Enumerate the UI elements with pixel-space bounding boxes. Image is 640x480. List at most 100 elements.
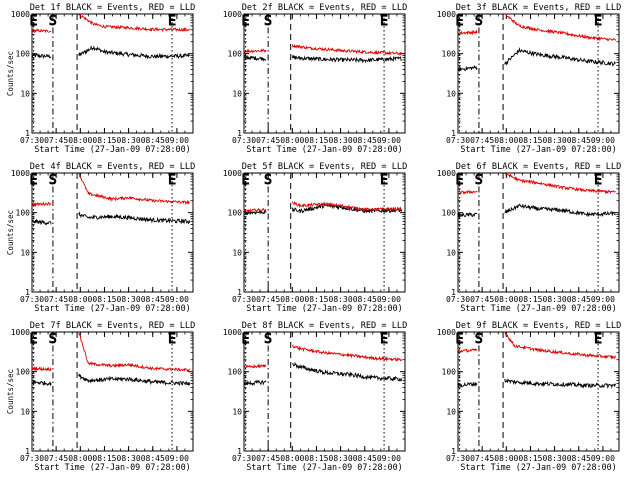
x-tick-label: 09:00 bbox=[591, 295, 615, 304]
x-tick-label: 08:00 bbox=[280, 454, 304, 463]
x-tick-label: 09:00 bbox=[377, 136, 401, 145]
marker-label-s: S bbox=[49, 173, 57, 188]
x-tick-label: 07:45 bbox=[470, 454, 494, 463]
marker-label-e: E bbox=[242, 332, 250, 347]
detector-panel: Det 9f BLACK = Events, RED = LLD 1 10 100 10… bbox=[437, 321, 622, 472]
y-tick-label: 10 bbox=[20, 248, 30, 257]
detector-panel: Det 2f BLACK = Events, RED = LLD 1 10 100 10… bbox=[223, 3, 408, 154]
lld-series-post bbox=[504, 331, 617, 360]
y-tick-label: 100 bbox=[16, 50, 31, 59]
y-tick-label: 100 bbox=[442, 50, 457, 59]
y-tick-label: 100 bbox=[228, 209, 243, 218]
x-tick-label: 09:00 bbox=[165, 136, 189, 145]
x-tick-label: 08:00 bbox=[68, 295, 92, 304]
lld-series-pre bbox=[244, 48, 267, 54]
x-tick-label: 07:30 bbox=[446, 295, 470, 304]
x-tick-label: 08:30 bbox=[329, 295, 353, 304]
marker-label-s: S bbox=[475, 173, 483, 188]
lld-series-post bbox=[291, 201, 402, 213]
events-series-pre bbox=[243, 379, 267, 387]
x-tick-label: 08:30 bbox=[329, 136, 353, 145]
panel-title: Det 3f BLACK = Events, RED = LLD bbox=[456, 3, 622, 13]
y-tick-label: 100 bbox=[16, 209, 31, 218]
lld-series-pre bbox=[457, 348, 478, 353]
marker-label-s: S bbox=[49, 14, 57, 29]
marker-label-e: E bbox=[380, 14, 388, 29]
panel-title: Det 1f BLACK = Events, RED = LLD bbox=[30, 3, 196, 13]
marker-label-e: E bbox=[242, 14, 250, 29]
x-tick-label: 07:45 bbox=[256, 454, 280, 463]
detector-panel: Det 6f BLACK = Events, RED = LLD 1 10 100 10… bbox=[437, 162, 622, 313]
events-series-post bbox=[291, 54, 402, 64]
x-tick-label: 07:30 bbox=[20, 454, 44, 463]
plot-frame bbox=[31, 13, 194, 134]
x-tick-label: 08:45 bbox=[353, 454, 377, 463]
detector-panel: Det 3f BLACK = Events, RED = LLD 1 10 100 10… bbox=[437, 3, 622, 154]
events-series-post bbox=[504, 203, 616, 218]
lld-series-post bbox=[504, 171, 616, 195]
x-tick-label: 08:30 bbox=[117, 136, 141, 145]
y-tick-label: 1000 bbox=[223, 10, 242, 19]
y-tick-label: 10 bbox=[446, 407, 456, 416]
y-tick-label: 1 bbox=[237, 447, 242, 456]
marker-label-e: E bbox=[594, 173, 602, 188]
x-tick-label: 08:00 bbox=[280, 136, 304, 145]
y-tick-label: 100 bbox=[16, 368, 31, 377]
y-tick-label: 100 bbox=[228, 368, 243, 377]
lld-series-post bbox=[78, 171, 190, 206]
plot-frame bbox=[31, 331, 194, 452]
detector-panel: Det 1f BLACK = Events, RED = LLD 1 10 100 10… bbox=[6, 3, 195, 154]
lld-series-pre bbox=[31, 28, 52, 34]
x-tick-label: 07:45 bbox=[470, 295, 494, 304]
x-tick-label: 08:30 bbox=[543, 136, 567, 145]
lld-series-pre bbox=[457, 190, 478, 195]
x-tick-label: 07:30 bbox=[20, 136, 44, 145]
marker-label-s: S bbox=[264, 173, 272, 188]
y-tick-label: 1 bbox=[25, 288, 30, 297]
marker-label-e: E bbox=[456, 332, 464, 347]
x-tick-label: 07:30 bbox=[446, 454, 470, 463]
lld-series-post bbox=[291, 344, 403, 362]
events-series-post bbox=[291, 203, 403, 214]
marker-label-s: S bbox=[264, 14, 272, 29]
plot-frame bbox=[31, 172, 194, 293]
marker-label-e: E bbox=[594, 332, 602, 347]
events-series-pre bbox=[457, 212, 478, 218]
marker-label-s: S bbox=[475, 332, 483, 347]
marker-label-e: E bbox=[168, 332, 176, 347]
x-tick-label: 07:45 bbox=[44, 136, 68, 145]
events-series-post bbox=[78, 210, 191, 225]
marker-label-s: S bbox=[49, 332, 57, 347]
x-tick-label: 07:45 bbox=[256, 295, 280, 304]
x-axis-label: Start Time (27-Jan-09 07:28:00) bbox=[246, 462, 402, 472]
x-tick-label: 08:30 bbox=[117, 454, 141, 463]
y-tick-label: 10 bbox=[20, 407, 30, 416]
lld-series-post bbox=[78, 332, 191, 373]
y-tick-label: 1000 bbox=[437, 328, 456, 337]
events-series-post bbox=[78, 45, 191, 60]
lld-series-pre bbox=[457, 29, 478, 36]
x-tick-label: 08:15 bbox=[304, 454, 328, 463]
marker-label-e: E bbox=[30, 173, 38, 188]
events-series-pre bbox=[243, 54, 267, 62]
lld-series-post bbox=[291, 44, 403, 57]
x-tick-label: 08:00 bbox=[494, 295, 518, 304]
lld-series-post bbox=[504, 13, 617, 42]
x-axis-label: Start Time (27-Jan-09 07:28:00) bbox=[34, 144, 190, 154]
y-tick-label: 10 bbox=[446, 248, 456, 257]
x-tick-label: 08:15 bbox=[518, 136, 542, 145]
y-tick-label: 1 bbox=[25, 129, 30, 138]
y-tick-label: 1 bbox=[25, 447, 30, 456]
panel-title: Det 2f BLACK = Events, RED = LLD bbox=[242, 3, 408, 13]
y-axis-label: Counts/sec bbox=[6, 51, 15, 96]
y-tick-label: 100 bbox=[442, 368, 457, 377]
x-tick-label: 08:15 bbox=[92, 295, 116, 304]
x-tick-label: 08:15 bbox=[92, 136, 116, 145]
y-tick-label: 1 bbox=[451, 288, 456, 297]
y-tick-label: 10 bbox=[232, 248, 242, 257]
x-tick-label: 08:45 bbox=[567, 136, 591, 145]
y-tick-label: 10 bbox=[446, 89, 456, 98]
marker-label-e: E bbox=[30, 14, 38, 29]
marker-label-e: E bbox=[30, 332, 38, 347]
panel-title: Det 7f BLACK = Events, RED = LLD bbox=[30, 321, 196, 331]
